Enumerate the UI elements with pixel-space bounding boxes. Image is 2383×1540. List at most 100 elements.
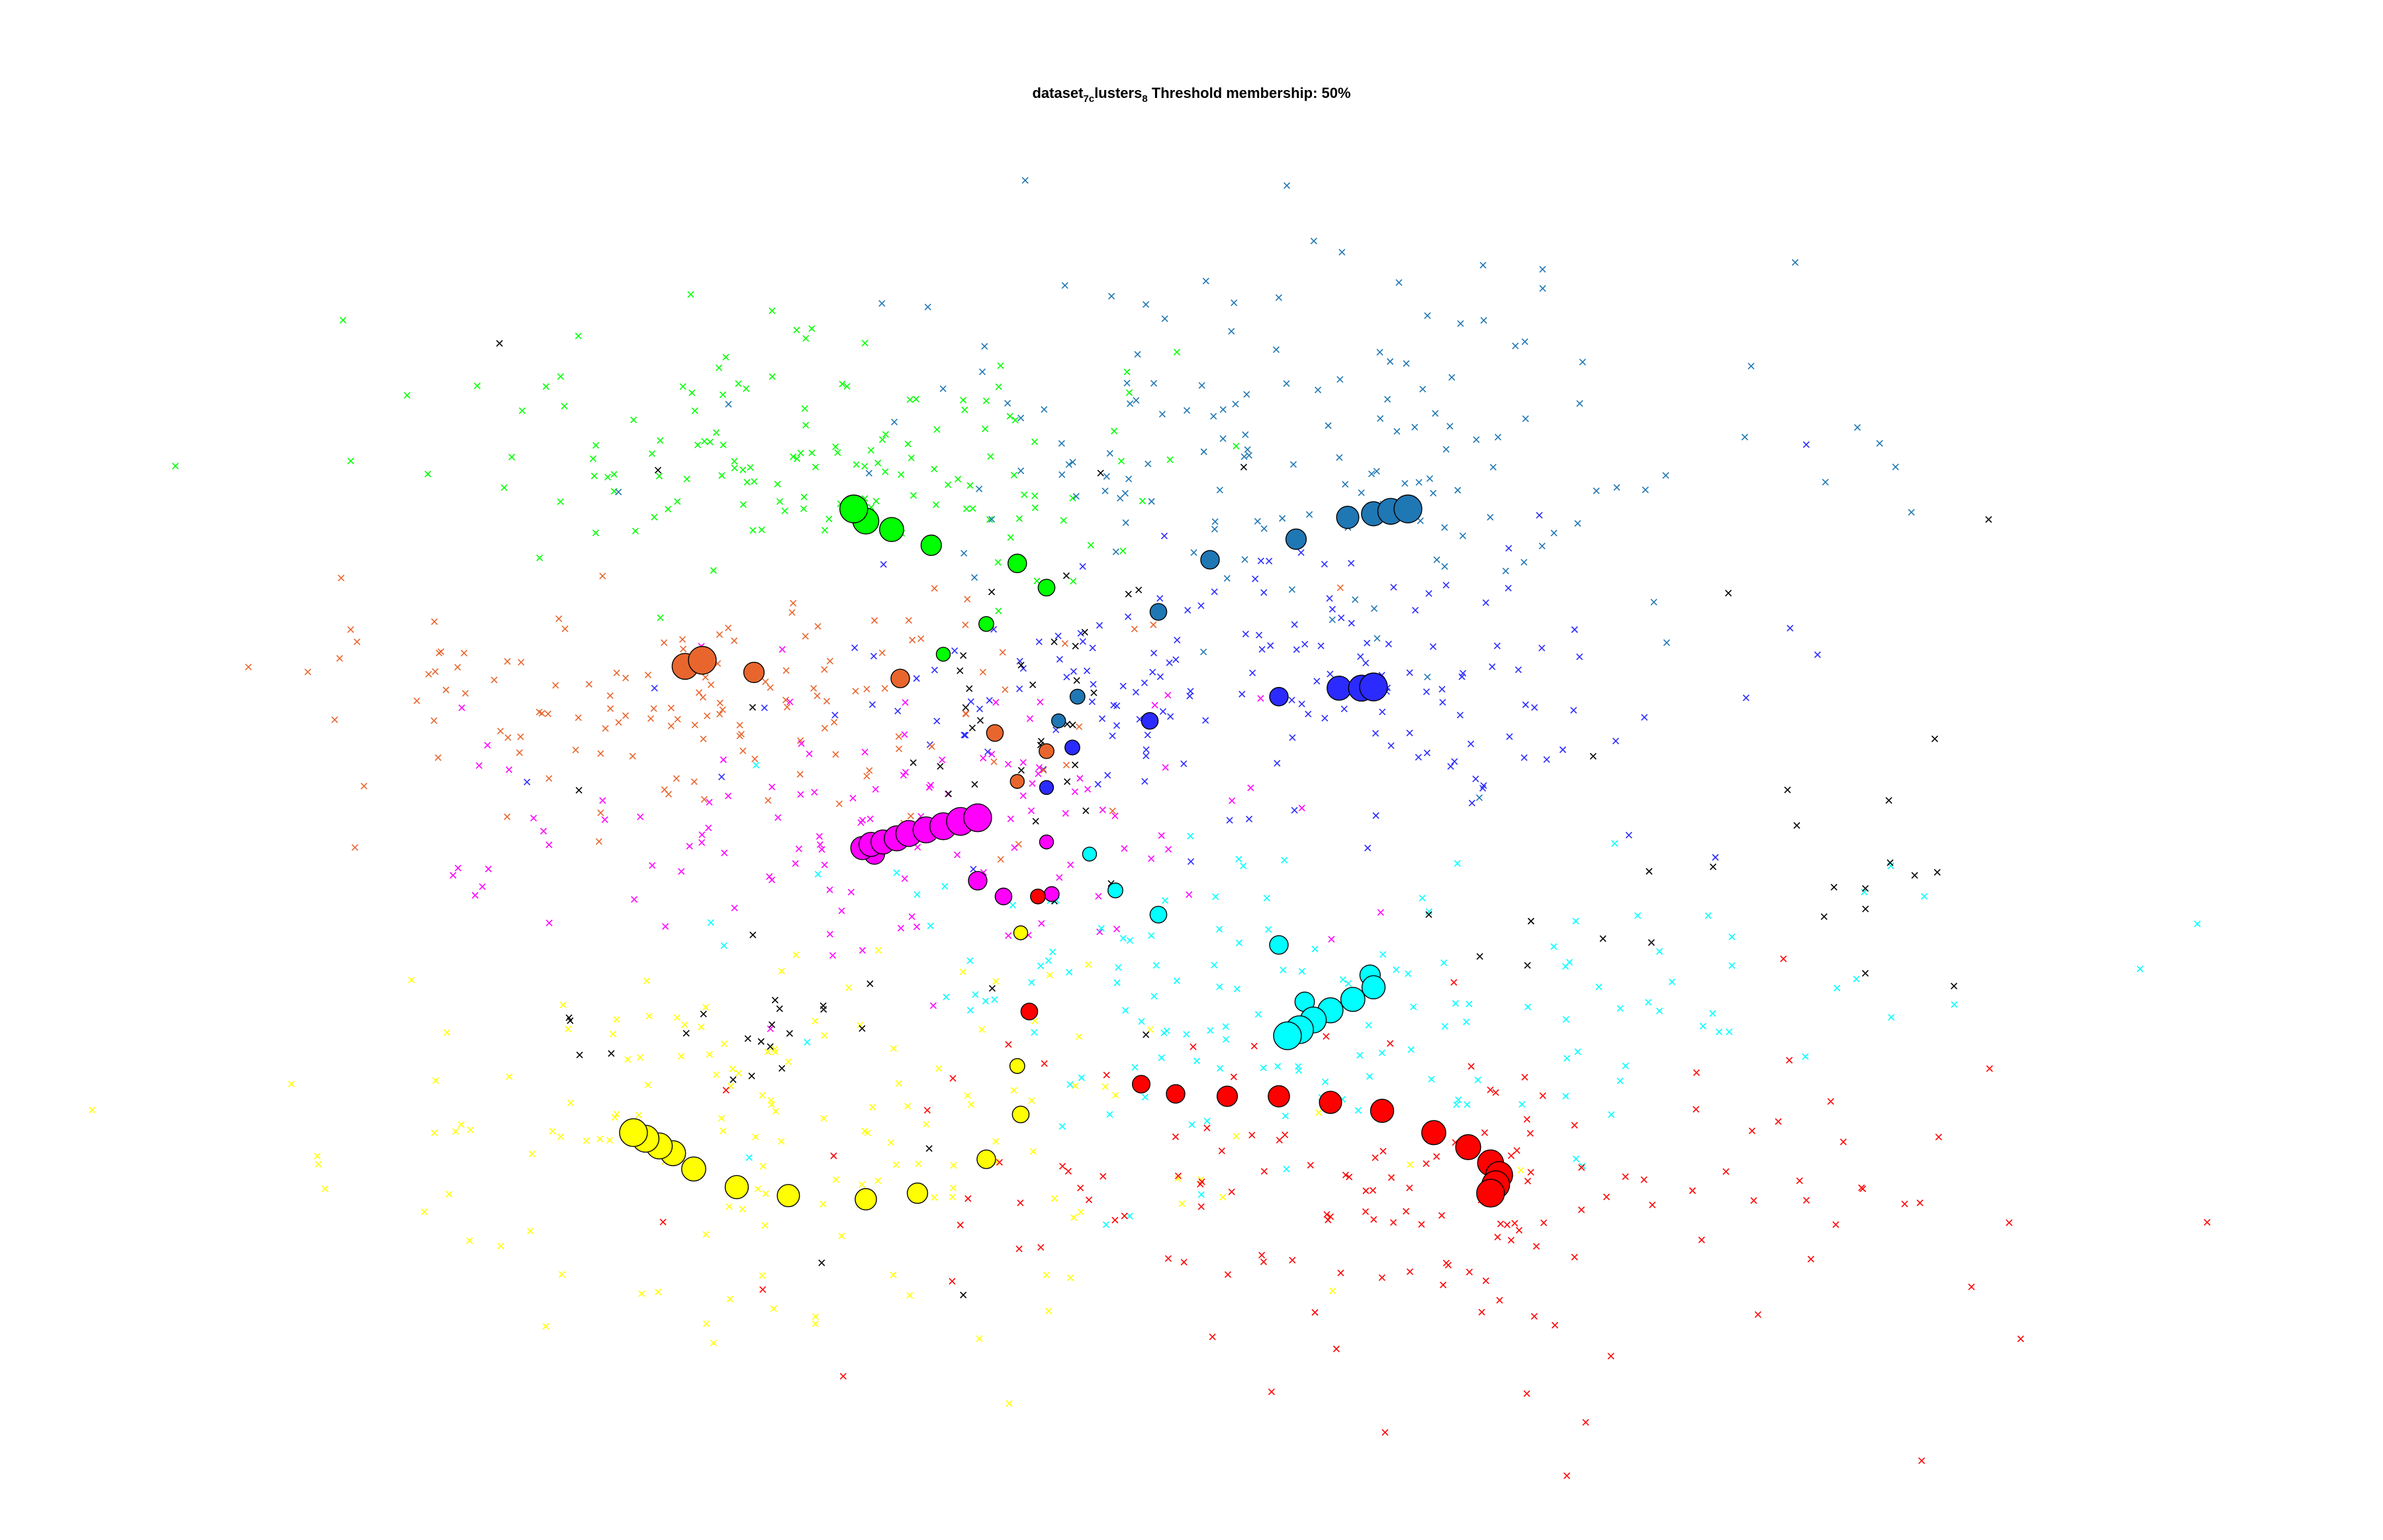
data-point <box>765 797 772 804</box>
data-point <box>1099 715 1106 722</box>
data-point <box>596 1136 604 1143</box>
data-point <box>782 696 790 703</box>
centroid-marker <box>994 887 1013 905</box>
data-point <box>567 1099 575 1107</box>
data-point <box>1071 788 1079 795</box>
data-point <box>479 883 486 890</box>
centroid-layer <box>619 494 1513 1210</box>
data-point <box>1362 1208 1370 1215</box>
data-point <box>1198 1178 1205 1185</box>
data-point <box>1125 475 1133 482</box>
data-point <box>1612 737 1620 745</box>
data-point <box>1125 613 1132 621</box>
data-point <box>1656 1007 1663 1015</box>
data-point <box>820 1006 827 1013</box>
data-point <box>1066 1081 1074 1088</box>
data-point <box>1405 970 1412 977</box>
data-point <box>457 1121 465 1128</box>
data-point <box>403 392 411 399</box>
data-point <box>1376 349 1383 356</box>
data-point <box>1250 1042 1258 1050</box>
data-point <box>1045 957 1052 964</box>
data-point <box>1820 913 1828 921</box>
data-point <box>890 1045 898 1052</box>
data-point <box>778 1138 785 1145</box>
data-point <box>1784 786 1791 793</box>
data-point <box>857 1021 864 1029</box>
data-point <box>1031 438 1039 445</box>
data-point <box>1505 545 1513 552</box>
data-point <box>939 385 947 392</box>
data-point <box>1165 846 1172 853</box>
data-point <box>1474 1076 1481 1083</box>
data-point <box>1502 567 1509 574</box>
data-point <box>851 644 859 651</box>
data-point <box>1447 762 1454 770</box>
data-point <box>1298 804 1305 812</box>
data-point <box>1522 415 1529 422</box>
data-point <box>964 596 971 603</box>
data-point <box>931 465 938 473</box>
data-point <box>1188 1121 1195 1128</box>
data-point <box>1370 1216 1378 1223</box>
data-point <box>601 816 608 823</box>
data-point <box>466 1237 473 1244</box>
data-point <box>1986 1065 1993 1072</box>
centroid-marker <box>920 534 942 556</box>
data-point <box>997 362 1004 369</box>
data-point <box>1017 766 1025 774</box>
data-point <box>1043 1271 1050 1279</box>
data-point <box>1098 925 1105 932</box>
data-point <box>744 1035 751 1042</box>
data-point <box>1109 807 1116 815</box>
data-point <box>1228 328 1235 335</box>
data-point <box>945 790 952 797</box>
data-point <box>1229 797 1236 804</box>
data-point <box>1377 415 1384 422</box>
data-point <box>1506 733 1513 741</box>
data-point <box>902 699 909 706</box>
data-point <box>868 701 876 708</box>
data-point <box>1115 964 1122 971</box>
data-point <box>1051 1195 1058 1202</box>
data-point <box>445 1191 453 1198</box>
data-point <box>1058 471 1066 478</box>
data-point <box>1453 1101 1460 1109</box>
data-point <box>1289 1257 1296 1264</box>
data-point <box>853 461 860 469</box>
data-point <box>821 861 828 868</box>
data-point <box>431 618 438 625</box>
data-point <box>681 1021 688 1028</box>
data-point <box>735 380 742 387</box>
data-point <box>1576 653 1583 660</box>
data-point <box>575 714 582 721</box>
data-point <box>866 767 873 774</box>
data-point <box>1430 490 1437 497</box>
data-point <box>1184 607 1192 614</box>
data-point <box>995 608 1002 615</box>
data-point <box>1291 807 1298 814</box>
data-point <box>1210 412 1217 420</box>
data-point <box>1314 386 1322 394</box>
centroid-marker <box>879 517 904 543</box>
data-point <box>966 1007 974 1014</box>
data-point <box>673 1014 680 1021</box>
data-point <box>649 862 656 869</box>
data-point <box>449 872 457 879</box>
data-point <box>561 402 568 410</box>
data-point <box>1559 746 1567 753</box>
data-point <box>752 1133 759 1141</box>
centroid-marker <box>1455 1134 1481 1161</box>
data-point <box>609 1030 617 1038</box>
data-point <box>1187 833 1194 840</box>
data-point <box>1015 1245 1023 1253</box>
data-point <box>1802 1053 1809 1060</box>
data-point <box>540 827 547 835</box>
data-point <box>1193 1057 1201 1065</box>
data-point <box>720 1040 728 1048</box>
data-point <box>1440 1281 1447 1289</box>
data-point <box>613 1016 620 1023</box>
data-point <box>796 770 804 778</box>
data-point <box>585 680 592 688</box>
